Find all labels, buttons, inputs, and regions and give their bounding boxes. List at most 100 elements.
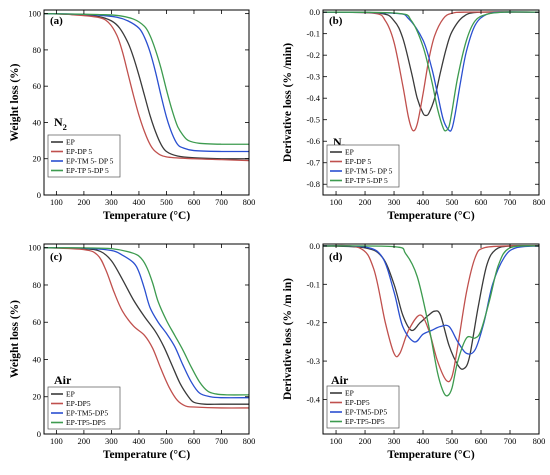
x-tick-label: 800 [533, 197, 546, 207]
x-tick-label: 700 [504, 436, 517, 446]
y-tick-label: 0 [37, 190, 41, 200]
panel-c: 100 200 300 400 500 600 700 800 0 20 40 60 80 100 Temp… [9, 243, 255, 461]
series-line-c-2 [43, 247, 250, 399]
series-line-b-1 [322, 11, 540, 132]
plot-frame [322, 9, 540, 196]
series-line-a-1 [43, 12, 250, 162]
series-line-c-1 [43, 247, 250, 409]
x-tick-label: 400 [417, 197, 430, 207]
x-axis-label: Temperature (°C) [103, 210, 190, 222]
x-tick-label: 300 [388, 197, 401, 207]
x-tick-label: 300 [388, 436, 401, 446]
x-tick-label: 400 [133, 197, 146, 207]
legend-label: EP-TM 5- DP 5 [66, 157, 114, 166]
x-tick-label: 200 [78, 197, 91, 207]
x-tick-label: 100 [50, 436, 63, 446]
series-line-c-0 [43, 247, 249, 405]
x-tick-label: 500 [160, 197, 173, 207]
x-tick-label: 500 [160, 436, 173, 446]
y-tick-label: -0.6 [307, 136, 320, 146]
x-tick-label: 800 [243, 436, 256, 446]
x-tick-label: 400 [133, 436, 146, 446]
panel-d: 100 200 300 400 500 600 700 800 0.0 -0.1 -0.2 -0.3 -… [282, 241, 545, 461]
series-line-b-3 [322, 11, 540, 132]
y-tick-label: -0.5 [307, 115, 320, 125]
legend-label: EP-DP 5 [345, 157, 371, 166]
y-tick-label: 60 [33, 317, 42, 327]
x-axis-label: Temperature (°C) [387, 210, 474, 222]
series-line-c-3 [43, 247, 250, 396]
y-axis-label: Weight loss (%) [9, 63, 21, 141]
legend-label: EP [66, 138, 75, 147]
y-tick-label: -0.3 [307, 356, 320, 366]
legend-label: EP-DP5 [66, 399, 91, 408]
y-tick-label: 80 [33, 280, 42, 290]
series-line-b-2 [322, 11, 540, 132]
x-tick-label: 100 [50, 197, 63, 207]
legend-label: EP-TM5-DP5 [66, 409, 108, 418]
y-tick-label: 40 [33, 117, 42, 127]
series-line-a-0 [43, 12, 250, 160]
x-tick-label: 100 [330, 197, 343, 207]
plot-frame [43, 9, 250, 196]
y-tick-label: -0.1 [307, 279, 320, 289]
x-tick-label: 200 [359, 436, 372, 446]
x-tick-label: 400 [417, 436, 430, 446]
x-tick-label: 600 [188, 436, 201, 446]
y-axis-label: Weight loss (%) [9, 300, 21, 378]
atmosphere-subscript: 2 [63, 122, 67, 132]
atmosphere-label: N2 [54, 115, 67, 132]
y-axis-label: Derivative loss (% /min) [282, 43, 294, 162]
legend-label: EP-TP5-DP5 [66, 418, 106, 427]
y-tick-label: 20 [33, 154, 42, 164]
panel-label: (b) [329, 15, 343, 27]
legend-label: EP [345, 389, 354, 398]
x-tick-label: 800 [533, 436, 546, 446]
plot-frame [322, 243, 540, 435]
y-tick-label: 100 [28, 243, 41, 253]
x-tick-label: 600 [475, 436, 488, 446]
panel-label: (d) [329, 251, 343, 263]
series-line-d-0 [322, 244, 540, 370]
y-axis-label: Derivative loss (% /m in) [282, 278, 294, 400]
y-tick-label: 80 [33, 45, 42, 55]
series-line-d-3 [322, 245, 540, 397]
y-tick-label: 0 [37, 429, 41, 439]
y-tick-label: 0.0 [309, 241, 320, 251]
y-tick-label: 100 [28, 9, 41, 19]
legend-label: EP-TM 5- DP 5 [345, 167, 393, 176]
series-line-a-3 [43, 12, 250, 145]
y-tick-label: -0.7 [307, 158, 320, 168]
x-tick-label: 700 [504, 197, 517, 207]
atmosphere-label: Air [54, 373, 72, 387]
x-tick-label: 600 [475, 197, 488, 207]
legend-label: EP-TP 5-DP 5 [66, 166, 109, 175]
legend-label: EP-TP 5-DP 5 [345, 176, 388, 185]
y-tick-label: -0.4 [307, 394, 321, 404]
x-tick-label: 700 [215, 436, 228, 446]
legend-label: EP [66, 390, 75, 399]
series-line-a-2 [43, 12, 250, 153]
x-tick-label: 500 [446, 197, 459, 207]
plot-frame [43, 243, 250, 435]
legend-label: EP-TM5-DP5 [345, 408, 387, 417]
y-tick-label: -0.4 [307, 93, 321, 103]
legend-label: EP-TP5-DP5 [345, 417, 385, 426]
series-line-b-0 [322, 11, 540, 117]
legend-label: EP [345, 148, 354, 157]
y-tick-label: -0.3 [307, 72, 320, 82]
x-axis-label: Temperature (°C) [387, 449, 474, 461]
y-tick-label: -0.8 [307, 179, 320, 189]
y-tick-label: -0.2 [307, 318, 320, 328]
y-tick-label: 40 [33, 354, 42, 364]
x-tick-label: 200 [78, 436, 91, 446]
x-tick-label: 300 [105, 436, 118, 446]
y-tick-label: 60 [33, 81, 42, 91]
x-tick-label: 700 [215, 197, 228, 207]
panel-b: 100 200 300 400 500 600 700 800 0.0 -0.1 -0.2 -0.3 -… [282, 7, 545, 222]
x-tick-label: 200 [359, 197, 372, 207]
legend-label: EP-DP5 [345, 398, 370, 407]
x-axis-label: Temperature (°C) [103, 449, 190, 461]
y-tick-label: 0.0 [309, 7, 320, 17]
